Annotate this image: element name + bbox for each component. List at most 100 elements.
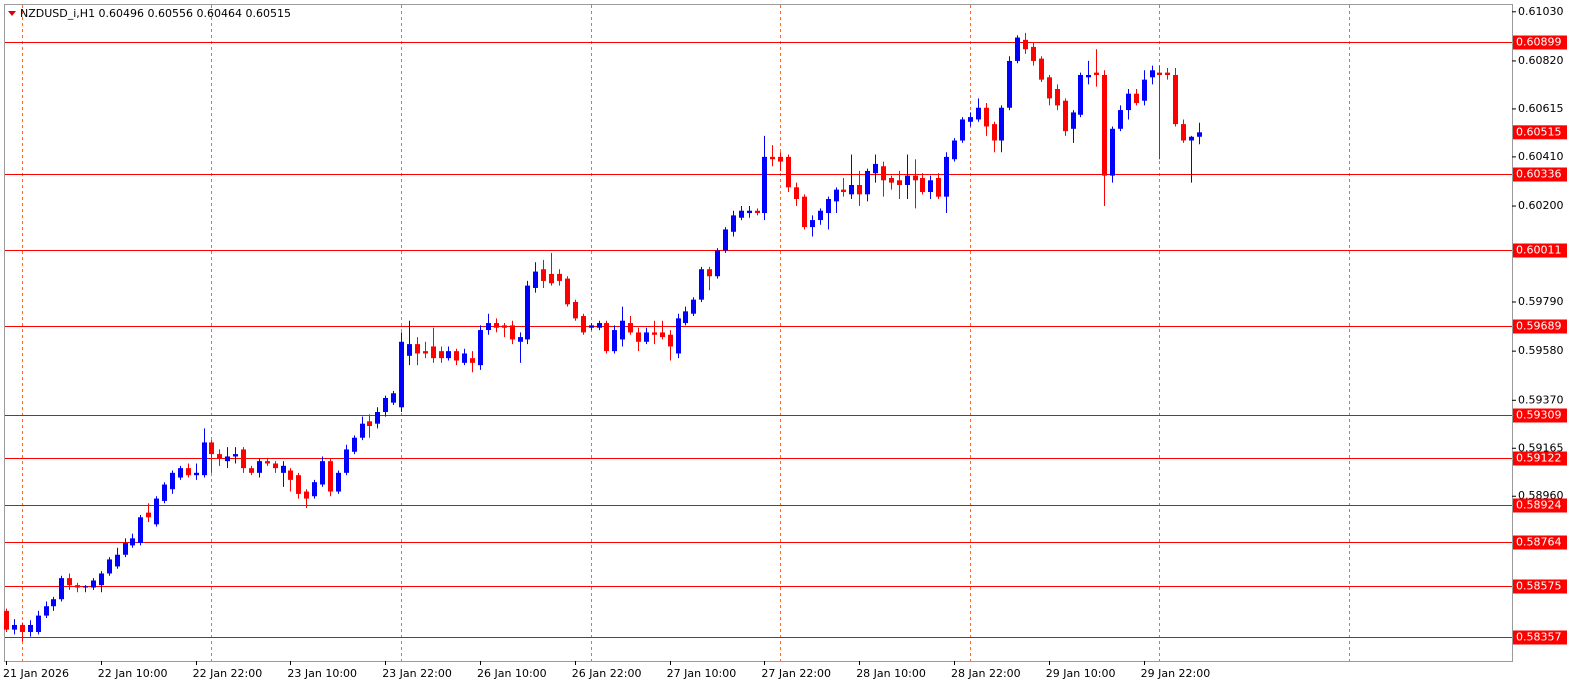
y-tick-label: 0.61030 [1518,5,1564,18]
candle-body [1094,72,1099,75]
candle-body [439,351,444,359]
level-label: 0.58764 [1516,536,1562,549]
candle-body [67,578,72,586]
candle-body [1110,128,1115,176]
candle-body [525,285,530,340]
axis-layer: 0.61030 0.60820 0.60615 0.60410 0.60200 0.597… [3,5,1567,680]
candle-body [802,196,807,228]
level-tag [1513,535,1567,550]
candle-body [604,323,609,352]
candle-body [415,344,420,354]
candle-body [1015,37,1020,61]
candle-body [257,461,262,473]
candle-body [75,585,80,588]
candle-body [20,624,25,632]
candle-body [304,491,309,499]
candle-body [865,170,870,195]
candle-body [1157,72,1162,75]
y-tick-label: 0.59580 [1518,344,1564,357]
candle-body [905,175,910,185]
candle-body [1165,72,1170,75]
candle-body [28,624,33,632]
y-tick-label: 0.60200 [1518,199,1564,212]
candle-body [344,449,349,473]
x-tick-label: 22 Jan 10:00 [98,667,168,680]
x-tick-label: 27 Jan 10:00 [667,667,737,680]
candle-body [391,393,396,403]
candle-body [1063,100,1068,132]
chart-title: NZDUSD_i,H1 0.60496 0.60556 0.60464 0.60… [20,7,291,20]
candle-body [233,454,238,457]
candle-body [984,107,989,127]
candle-body [99,573,104,586]
x-tick-label: 27 Jan 22:00 [761,667,831,680]
level-tag [1513,319,1567,334]
candle-body [12,624,17,630]
candle-body [470,358,475,363]
candle-body [146,512,151,518]
candle-body [873,163,878,174]
candle-body [881,166,886,181]
candle-body [375,411,380,424]
candle-body [755,210,760,214]
candle-body [446,351,451,359]
level-label: 0.60899 [1516,36,1562,49]
x-tick-label: 21 Jan 2026 [3,667,69,680]
candle-body [360,423,365,438]
price-label: 0.60515 [1516,125,1562,138]
candle-body [44,606,49,616]
candle-body [399,341,404,408]
candle-body [1150,70,1155,78]
candle-body [786,156,791,188]
candle-body [668,334,673,347]
candle-body [478,330,483,366]
level-tag [1513,243,1567,258]
candle-body [857,184,862,195]
candle-body [59,578,64,600]
menu-triangle[interactable] [8,11,16,16]
candle-body [494,323,499,328]
x-tick-label: 28 Jan 22:00 [951,667,1021,680]
candle-body [1078,74,1083,115]
candle-body [597,323,602,328]
candle-body [960,119,965,141]
candle-body [186,468,191,476]
x-tick-label: 23 Jan 10:00 [287,667,357,680]
candle-body [660,332,665,338]
candle-body [707,269,712,277]
candle-body [739,210,744,218]
candle-body [565,278,570,305]
candle-body [913,175,918,181]
candle-body [644,332,649,342]
candle-body [818,210,823,221]
level-label: 0.58357 [1516,631,1562,644]
candle-body [273,463,278,469]
candle-body [747,210,752,214]
level-tag [1513,167,1567,182]
candle-body [383,397,388,412]
candle-body [296,475,301,494]
candle-body [194,472,199,476]
candle-body [367,421,372,427]
candle-body [4,610,9,630]
y-tick-label: 0.60615 [1518,102,1564,115]
candle-body [1055,89,1060,106]
candle-body [968,117,973,122]
candle-body [217,454,222,459]
candle-body [952,140,957,160]
candle-body [328,461,333,492]
candle-body [1181,124,1186,141]
candle-body [178,468,183,478]
candle-body [170,472,175,490]
candle-body [265,461,270,464]
candle-body [770,156,775,160]
candle-body [841,189,846,192]
candle-body [91,580,96,588]
candle-body [549,273,554,284]
candle-body [849,184,854,195]
candle-body [241,449,246,469]
candle-body [1086,74,1091,78]
y-tick-label: 0.59370 [1518,393,1564,406]
candle-body [612,330,617,352]
